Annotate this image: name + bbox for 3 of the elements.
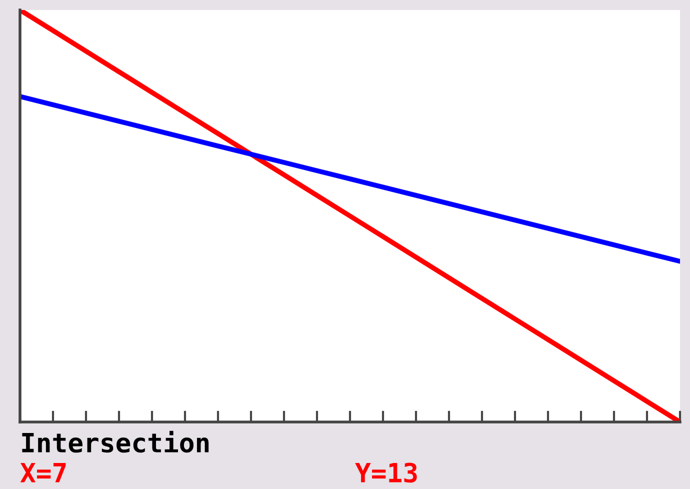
text: Y=13 [355, 462, 417, 483]
text: Intersection [22, 430, 209, 453]
text: X=7 [20, 463, 66, 482]
